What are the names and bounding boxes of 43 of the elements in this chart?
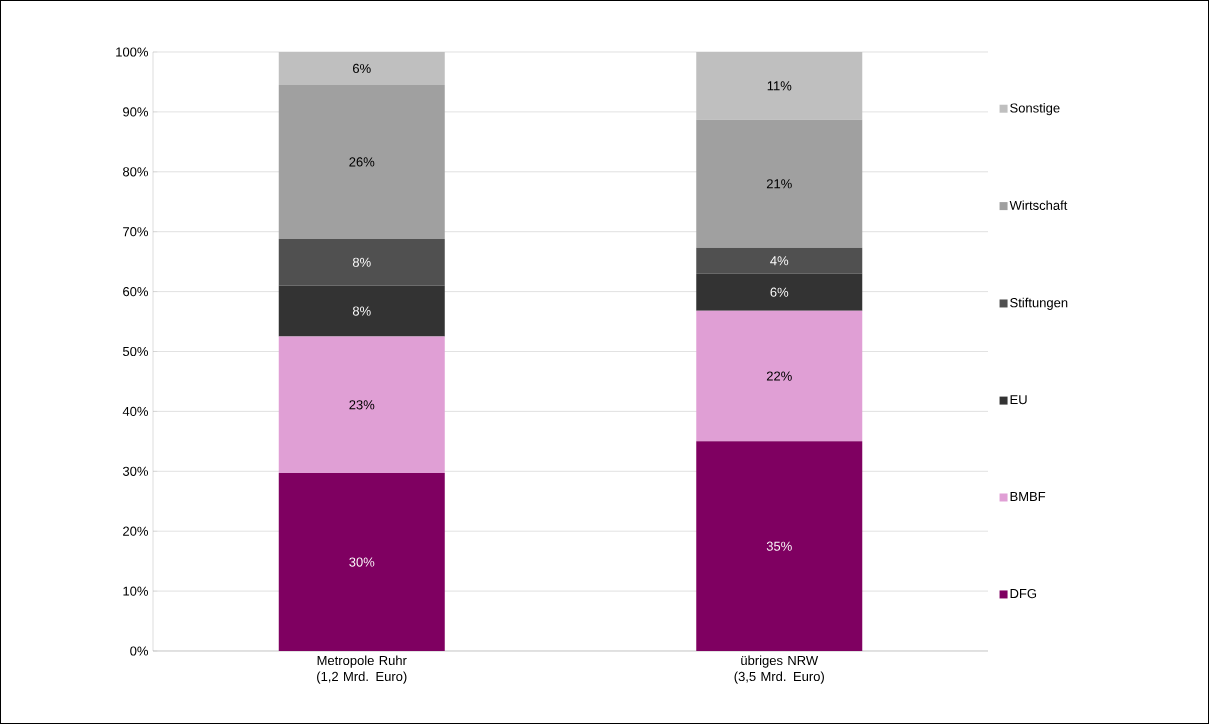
data-label: 11% xyxy=(767,81,792,91)
y-tick-label: 10% xyxy=(123,586,149,596)
y-tick-label: 100% xyxy=(116,47,149,57)
y-tick-label: 50% xyxy=(122,346,149,357)
y-tick-label: 40% xyxy=(122,406,149,416)
bar xyxy=(696,310,863,442)
bar xyxy=(696,52,863,120)
data-label: 26% xyxy=(349,157,375,167)
legend-label: Sonstige xyxy=(1010,103,1060,116)
data-label: 23% xyxy=(349,400,375,410)
bar xyxy=(278,336,445,474)
bar xyxy=(278,52,445,85)
y-tick-label: 20% xyxy=(123,526,149,536)
legend-label: DFG xyxy=(1010,588,1037,599)
x-tick-label: Metropole Ruhr (1,2 Mrd. Euro) xyxy=(317,655,407,684)
legend-label: Wirtschaft xyxy=(1009,200,1068,210)
legend-label: Stiftungen xyxy=(1010,297,1068,310)
data-label: 4% xyxy=(770,256,789,266)
legend-label: BMBF xyxy=(1010,492,1046,501)
data-label: 30% xyxy=(349,557,375,567)
x-tick-label: übriges NRW (3,5 Mrd. Euro) xyxy=(734,655,824,684)
data-label: 22% xyxy=(766,371,792,381)
bar xyxy=(278,473,445,651)
data-label: 8% xyxy=(352,306,371,316)
bar xyxy=(696,273,863,311)
legend-label: EU xyxy=(1010,395,1027,405)
bar xyxy=(696,441,863,651)
y-tick-label: 90% xyxy=(123,107,149,117)
bar xyxy=(696,119,863,248)
bar xyxy=(278,285,445,337)
data-label: 21% xyxy=(766,179,792,189)
data-label: 8% xyxy=(352,257,371,267)
y-tick-label: 80% xyxy=(123,167,149,177)
bar xyxy=(278,238,445,286)
bar xyxy=(696,247,863,274)
data-label: 35% xyxy=(766,541,792,551)
y-tick-label: 70% xyxy=(123,227,149,237)
bar xyxy=(278,84,445,239)
data-label: 6% xyxy=(770,287,789,297)
y-tick-label: 60% xyxy=(123,286,149,297)
y-tick-label: 30% xyxy=(122,466,149,476)
data-label: 6% xyxy=(353,63,371,74)
y-tick-label: 0% xyxy=(130,646,149,656)
